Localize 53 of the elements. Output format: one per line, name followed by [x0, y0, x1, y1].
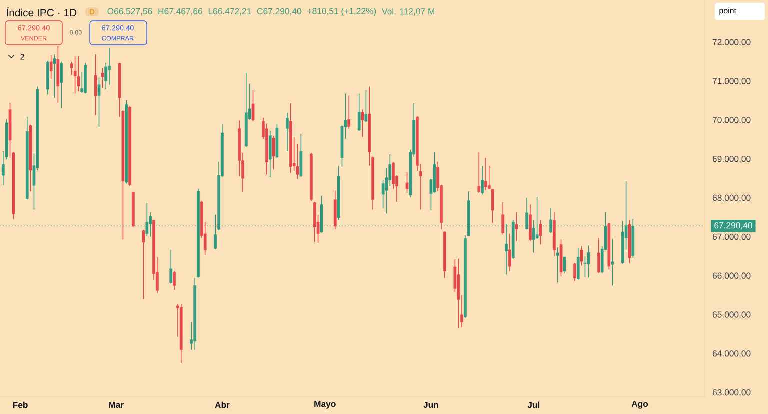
y-tick-label: 65.000,00 — [712, 312, 751, 319]
candlestick — [358, 93, 361, 132]
annotation: C67.290,40 — [257, 8, 302, 16]
candlestick — [286, 112, 289, 152]
candlestick — [348, 95, 351, 130]
y-tick-label: 63.000,00 — [712, 390, 751, 397]
candlestick — [361, 109, 364, 138]
candlestick — [563, 256, 566, 274]
candlestick — [481, 166, 484, 196]
candlestick — [576, 248, 580, 280]
candlestick — [406, 172, 409, 194]
y-tick-label: 68.000,00 — [712, 194, 751, 202]
candlestick — [508, 234, 512, 272]
annotation: Vol. 112,07 M — [382, 8, 434, 16]
x-tick-label: Abr — [215, 402, 230, 408]
candlestick — [272, 135, 276, 170]
y-tick-label: 71.000,00 — [712, 78, 751, 86]
candlestick — [611, 238, 614, 286]
y-tick-label: 72.000,00 — [712, 39, 751, 46]
candlestick — [252, 90, 255, 122]
y-tick-label: 70.000,00 — [712, 117, 751, 124]
candlestick — [580, 246, 584, 266]
x-tick-label: Feb — [13, 402, 28, 408]
annotation: H67.467,66 — [158, 8, 202, 16]
candlestick — [478, 152, 481, 194]
x-tick-label: Jun — [424, 402, 438, 408]
x-tick-label: Ago — [632, 401, 648, 409]
candlestick — [597, 238, 600, 274]
ref-line-label: 67.290,40 — [714, 222, 752, 230]
annotation: O66.527,56 — [108, 8, 152, 16]
annotation: L66.472,21 — [208, 8, 252, 16]
candlestick — [502, 202, 505, 236]
x-tick-label: Mar — [109, 402, 124, 408]
x-tick-label: Mayo — [314, 401, 336, 409]
candlestick — [170, 249, 173, 284]
candlestick — [484, 158, 488, 191]
y-tick-label: 66.000,00 — [712, 272, 751, 280]
candlestick — [574, 262, 576, 282]
candlestick — [556, 247, 560, 283]
candlestick — [515, 212, 518, 242]
candlestick — [364, 90, 368, 123]
candlestick — [173, 270, 176, 290]
candlestick — [587, 245, 590, 278]
y-tick-label: 64.000,00 — [712, 350, 751, 358]
x-tick-label: Jul — [528, 402, 540, 408]
text: Índice IPC · 1D — [6, 7, 77, 17]
candlestick — [142, 230, 146, 300]
candlestick — [268, 130, 272, 178]
candlestick — [539, 220, 542, 246]
y-tick-label: 67.000,00 — [712, 234, 751, 241]
y-tick-label: 69.000,00 — [712, 156, 751, 164]
candlestick — [584, 256, 587, 278]
annotation: +810,51 (+1,22%) — [308, 8, 376, 16]
